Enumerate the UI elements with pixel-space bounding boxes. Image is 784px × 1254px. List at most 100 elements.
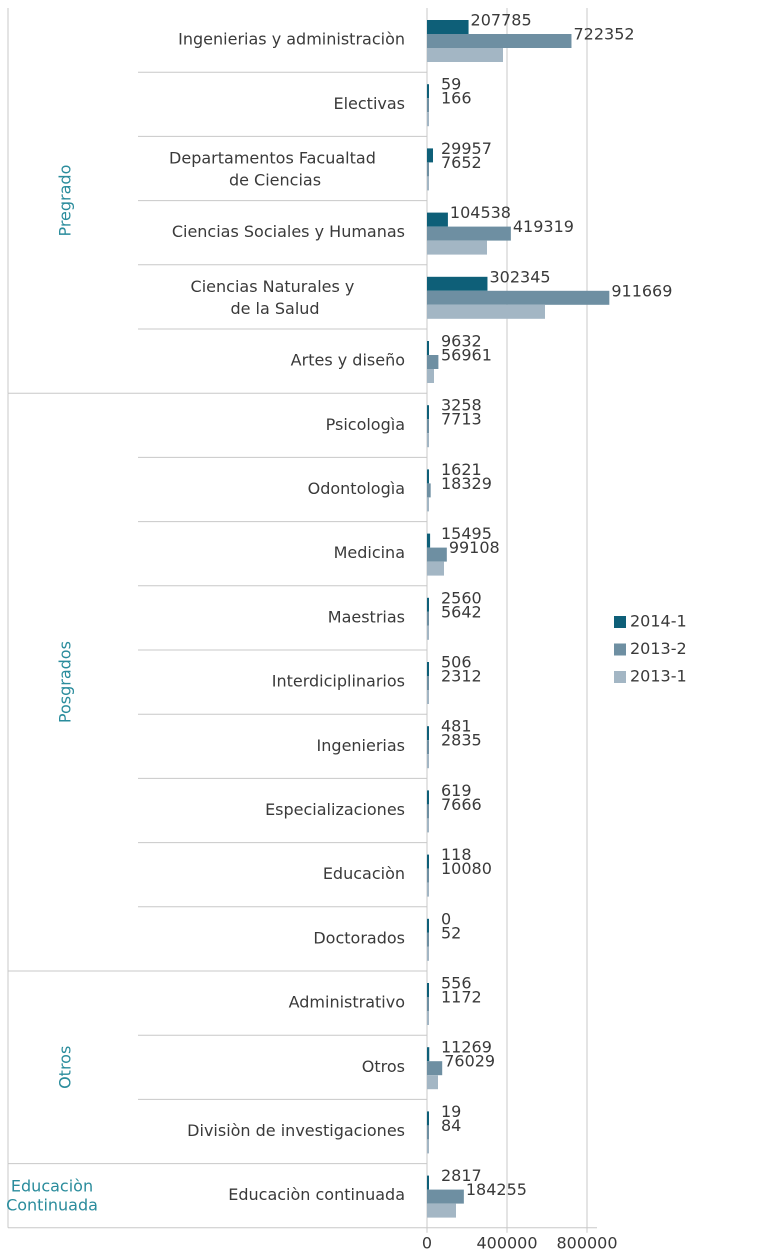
y-tick-label: Ingenierias <box>317 736 405 755</box>
bar <box>427 676 429 690</box>
x-tick-label: 400000 <box>476 1233 537 1252</box>
bar <box>427 1189 464 1204</box>
y-tick-label: Educaciòn continuada <box>228 1185 405 1204</box>
group-label-line: Continuada <box>6 1195 98 1214</box>
x-tick-label: 800000 <box>556 1233 617 1252</box>
y-tick-label: Educaciòn <box>323 864 405 883</box>
bar <box>427 790 429 805</box>
bar <box>427 597 429 612</box>
legend-swatch <box>614 671 626 683</box>
legend-label: 2014-1 <box>630 612 687 631</box>
value-label: 2560 <box>441 588 482 607</box>
bar <box>427 625 429 640</box>
value-label: 7666 <box>441 795 482 814</box>
value-label: 10080 <box>441 859 492 878</box>
bar <box>427 112 429 127</box>
bar <box>427 98 429 113</box>
bar <box>427 304 545 319</box>
bar <box>427 148 433 163</box>
bar <box>427 533 431 548</box>
bar <box>427 405 429 420</box>
value-label: 3258 <box>441 396 482 415</box>
bar <box>427 212 448 227</box>
bar <box>427 868 430 883</box>
bar <box>427 932 429 947</box>
value-label: 722352 <box>573 25 634 44</box>
y-tick-label: Departamentos Facualtad de Ciencias <box>169 148 381 189</box>
value-label: 556 <box>441 974 472 993</box>
y-tick-label: Ingenierias y administraciòn <box>178 30 405 49</box>
group-label: Posgrados <box>56 641 75 723</box>
bar <box>427 818 429 833</box>
value-label: 619 <box>441 781 472 800</box>
value-label: 481 <box>441 717 472 736</box>
bar <box>427 946 429 961</box>
bar <box>427 854 429 869</box>
x-tick-label: 0 <box>422 1233 432 1252</box>
value-label: 911669 <box>611 281 672 300</box>
legend-swatch <box>614 643 626 656</box>
value-label: 104538 <box>450 203 511 222</box>
value-label: 7713 <box>441 410 482 429</box>
bar <box>427 34 572 48</box>
group-label-line: Educaciòn <box>11 1176 93 1195</box>
value-label: 506 <box>441 653 472 672</box>
value-label: 56961 <box>441 346 492 365</box>
bar <box>427 433 429 448</box>
value-label: 59 <box>441 75 461 94</box>
bar <box>427 162 429 177</box>
value-label: 166 <box>441 89 472 108</box>
value-label: 11269 <box>441 1038 492 1057</box>
value-label: 2835 <box>441 731 482 750</box>
value-label: 2817 <box>441 1166 482 1185</box>
bar <box>427 561 444 576</box>
bar <box>427 20 469 34</box>
bar <box>427 84 429 99</box>
value-label: 1621 <box>441 460 482 479</box>
bar <box>427 882 429 897</box>
value-label: 5642 <box>441 602 482 621</box>
bar <box>427 290 610 305</box>
bar <box>427 547 447 562</box>
bar <box>427 369 434 383</box>
value-label: 419319 <box>513 217 574 236</box>
value-label: 52 <box>441 923 461 942</box>
y-tick-label: Especializaciones <box>265 800 405 819</box>
bar <box>427 341 429 355</box>
bar <box>427 240 487 255</box>
bar <box>427 804 429 819</box>
y-tick-label: Doctorados <box>313 928 405 947</box>
y-tick-label: Ciencias Naturales y de la Salud <box>191 276 360 317</box>
bar <box>427 1111 429 1126</box>
group-label: Pregrado <box>56 165 75 237</box>
bar <box>427 1203 456 1218</box>
bar <box>427 1139 429 1154</box>
y-tick-label: Otros <box>362 1057 405 1076</box>
legend-label: 2013-2 <box>630 639 687 658</box>
value-label: 1172 <box>441 988 482 1007</box>
group-label: Educaciòn Continuada <box>6 1176 98 1214</box>
bar <box>427 1125 429 1140</box>
bar <box>427 1175 429 1190</box>
y-tick-label: Electivas <box>333 94 405 113</box>
y-tick-label: Interdiciplinarios <box>272 672 405 691</box>
bar <box>427 754 429 769</box>
y-tick-label: Psicologìa <box>326 415 405 434</box>
bar <box>427 662 429 676</box>
group-label: Otros <box>56 1046 75 1089</box>
value-label: 118 <box>441 845 472 864</box>
bar <box>427 226 511 241</box>
bar <box>427 483 431 498</box>
bar <box>427 1047 430 1062</box>
bar <box>427 419 429 434</box>
bar <box>427 497 429 512</box>
value-label: 29957 <box>441 139 492 158</box>
bar <box>427 469 429 484</box>
value-label: 15495 <box>441 524 492 543</box>
value-label: 2312 <box>441 667 482 686</box>
bar <box>427 690 429 704</box>
bar <box>427 983 429 997</box>
y-tick-label: Divisiòn de investigaciones <box>187 1121 405 1140</box>
bar <box>427 1061 443 1076</box>
